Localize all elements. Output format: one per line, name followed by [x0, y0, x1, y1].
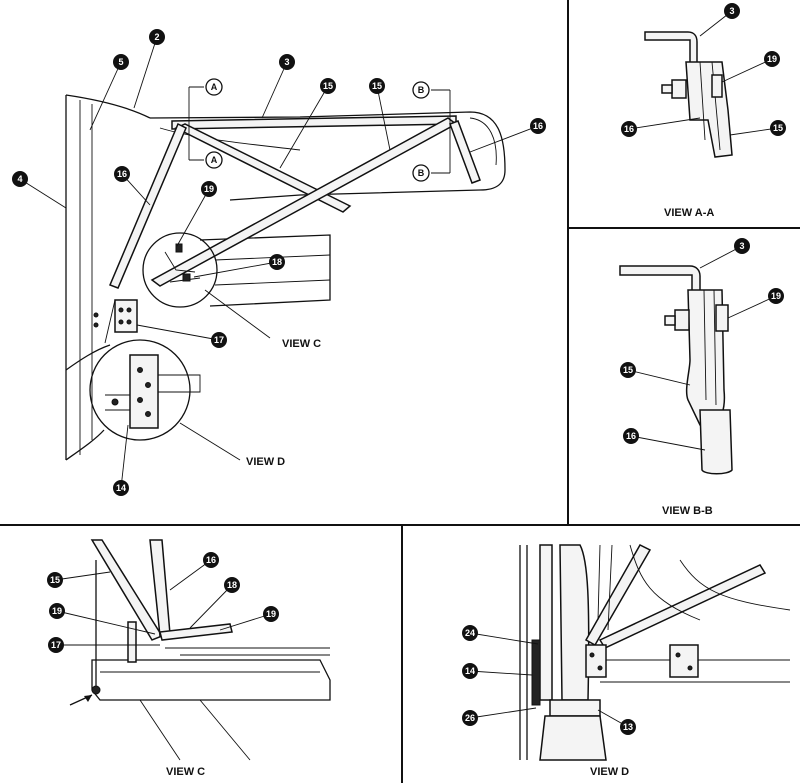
callout-15: 15 [623, 365, 633, 375]
callout-3: 3 [739, 241, 744, 251]
callout-16: 16 [626, 431, 636, 441]
label-view-c: VIEW C [282, 338, 321, 350]
callout-3: 3 [284, 57, 289, 67]
section-marker-b-top: B [418, 85, 425, 95]
callout-16: 16 [206, 555, 216, 565]
callout-5: 5 [118, 57, 123, 67]
caption-view-d: VIEW D [590, 766, 629, 778]
callout-16: 16 [624, 124, 634, 134]
section-marker-a-bottom: A [211, 155, 218, 165]
callout-15: 15 [773, 123, 783, 133]
section-marker-a-top: A [211, 82, 218, 92]
callout-16: 16 [533, 121, 543, 131]
callout-16: 16 [117, 169, 127, 179]
callout-19: 19 [767, 54, 777, 64]
callout-3: 3 [729, 6, 734, 16]
callout-19: 19 [771, 291, 781, 301]
view-b-b: 3 19 15 16 VIEW B-B [619, 238, 784, 517]
callout-14: 14 [465, 666, 475, 676]
main-callouts: 2 5 3 4 16 15 15 16 19 18 17 14 [12, 29, 546, 496]
callout-18: 18 [272, 257, 282, 267]
view-d: 24 14 26 13 VIEW D [462, 544, 791, 778]
callout-19: 19 [52, 606, 62, 616]
callout-15: 15 [50, 575, 60, 585]
caption-view-c: VIEW C [166, 766, 205, 778]
caption-view-b-b: VIEW B-B [662, 505, 713, 517]
caption-view-a-a: VIEW A-A [664, 207, 714, 219]
callout-15: 15 [323, 81, 333, 91]
callout-4: 4 [17, 174, 22, 184]
view-c: 15 16 18 19 19 17 VIEW C [47, 539, 331, 778]
view-a-a: 3 19 16 15 VIEW A-A [621, 3, 786, 219]
callout-19: 19 [266, 609, 276, 619]
callout-17: 17 [51, 640, 61, 650]
callout-15: 15 [372, 81, 382, 91]
callout-14: 14 [116, 483, 126, 493]
callout-13: 13 [623, 722, 633, 732]
callout-26: 26 [465, 713, 475, 723]
section-marker-b-bottom: B [418, 168, 425, 178]
callout-24: 24 [465, 628, 475, 638]
label-view-d: VIEW D [246, 456, 285, 468]
callout-17: 17 [214, 335, 224, 345]
callout-19: 19 [204, 184, 214, 194]
callout-2: 2 [154, 32, 159, 42]
callout-18: 18 [227, 580, 237, 590]
main-view: A A B B 2 5 3 4 16 [12, 29, 546, 496]
